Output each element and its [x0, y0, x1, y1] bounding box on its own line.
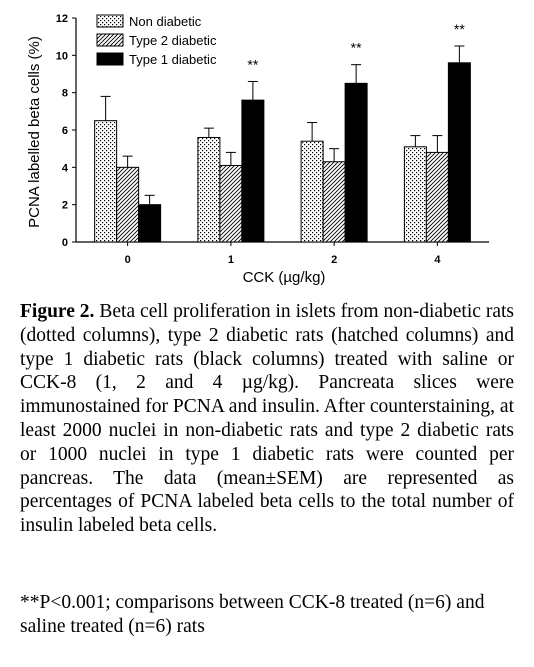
bar-solid-1 [241, 99, 265, 243]
figure-caption: Figure 2. Beta cell proliferation in isl… [20, 300, 514, 538]
chart-error-bars [100, 45, 465, 205]
footnote: **P<0.001; comparisons between CCK-8 tre… [20, 592, 485, 637]
legend-label: Type 2 diabetic [129, 33, 217, 48]
significance-marker: ** [247, 56, 258, 72]
legend-label: Type 1 diabetic [129, 52, 217, 67]
x-tick-label: 2 [331, 254, 337, 266]
legend-swatch-dotted [96, 14, 124, 28]
y-tick-label: 8 [62, 88, 68, 100]
bar-dotted-1 [197, 136, 221, 243]
bar-hatched-4 [425, 151, 449, 243]
legend-swatch-hatched [96, 33, 124, 47]
y-axis-label: PCNA labelled beta cells (%) [26, 36, 43, 228]
bar-solid-4 [447, 62, 471, 243]
bar-dotted-4 [403, 146, 427, 243]
bar-hatched-1 [219, 164, 243, 243]
caption-text: Beta cell proliferation in islets from n… [20, 301, 514, 537]
bar-hatched-2 [322, 161, 346, 243]
x-tick-label: 0 [125, 254, 131, 266]
x-axis-label: CCK (µg/kg) [243, 269, 326, 286]
bar-dotted-0 [94, 120, 118, 243]
y-tick-label: 4 [62, 162, 69, 174]
legend-swatch-solid [96, 52, 124, 66]
bar-hatched-0 [116, 166, 140, 243]
y-tick-label: 10 [56, 50, 68, 62]
bar-solid-2 [344, 82, 368, 243]
bar-solid-0 [138, 204, 162, 243]
figure-label: Figure 2. [20, 301, 95, 322]
significance-marker: ** [454, 21, 465, 37]
legend-label: Non diabetic [129, 14, 202, 29]
bar-dotted-2 [300, 140, 324, 243]
y-tick-label: 12 [56, 13, 68, 25]
chart-bars [94, 62, 471, 243]
x-tick-label: 4 [434, 254, 441, 266]
y-tick-label: 0 [62, 237, 68, 249]
chart-annotations: ** ** ** [247, 21, 465, 72]
x-tick-label: 1 [228, 254, 234, 266]
y-tick-label: 2 [62, 200, 68, 212]
y-tick-label: 6 [62, 125, 68, 137]
chart-legend: Non diabetic Type 2 diabetic Type 1 diabet… [96, 14, 217, 67]
significance-marker: ** [351, 40, 362, 56]
